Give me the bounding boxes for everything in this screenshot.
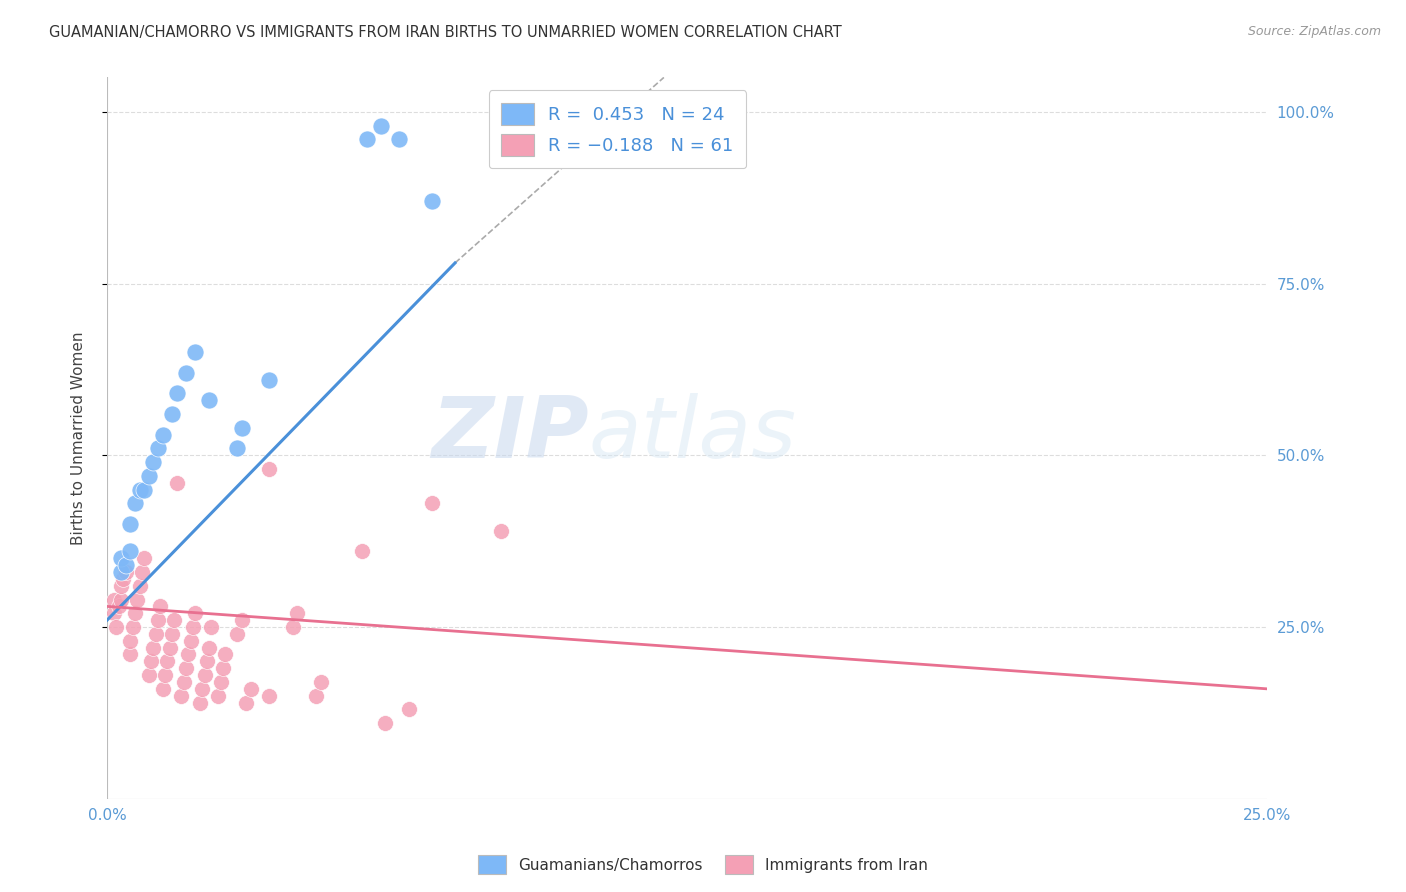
Point xyxy=(207,689,229,703)
Point xyxy=(156,654,179,668)
Point xyxy=(198,393,221,408)
Point xyxy=(420,194,443,208)
Point xyxy=(259,689,281,703)
Point xyxy=(103,592,125,607)
Point xyxy=(356,132,378,146)
Text: atlas: atlas xyxy=(589,393,796,476)
Point xyxy=(159,640,181,655)
Point xyxy=(491,524,513,538)
Point xyxy=(120,633,142,648)
Point xyxy=(110,592,132,607)
Point xyxy=(259,462,281,476)
Point xyxy=(153,668,176,682)
Y-axis label: Births to Unmarried Women: Births to Unmarried Women xyxy=(72,331,86,545)
Point xyxy=(146,442,169,456)
Point xyxy=(184,345,207,359)
Point xyxy=(152,427,174,442)
Point xyxy=(420,496,443,510)
Point xyxy=(166,475,188,490)
Point xyxy=(388,132,411,146)
Point xyxy=(124,607,146,621)
Point xyxy=(134,551,156,566)
Point xyxy=(138,668,160,682)
Point xyxy=(110,579,132,593)
Point xyxy=(231,613,253,627)
Point xyxy=(177,648,200,662)
Point xyxy=(127,592,149,607)
Legend: R =  0.453   N = 24, R = −0.188   N = 61: R = 0.453 N = 24, R = −0.188 N = 61 xyxy=(489,90,747,169)
Point xyxy=(398,702,420,716)
Point xyxy=(212,661,235,675)
Point xyxy=(128,579,150,593)
Point xyxy=(114,558,136,573)
Point xyxy=(305,689,328,703)
Point xyxy=(142,640,165,655)
Point xyxy=(180,633,202,648)
Point xyxy=(107,599,129,614)
Point xyxy=(226,442,249,456)
Point xyxy=(141,654,163,668)
Point xyxy=(235,696,257,710)
Point xyxy=(103,607,125,621)
Point xyxy=(105,620,128,634)
Point xyxy=(188,696,211,710)
Point xyxy=(239,681,262,696)
Point xyxy=(173,675,195,690)
Point xyxy=(226,627,249,641)
Point xyxy=(184,607,207,621)
Text: ZIP: ZIP xyxy=(430,393,589,476)
Point xyxy=(160,407,183,421)
Point xyxy=(120,516,142,531)
Legend: Guamanians/Chamorros, Immigrants from Iran: Guamanians/Chamorros, Immigrants from Ir… xyxy=(472,849,934,880)
Point xyxy=(124,496,146,510)
Point xyxy=(198,640,221,655)
Point xyxy=(110,551,132,566)
Point xyxy=(114,565,136,579)
Point xyxy=(120,648,142,662)
Point xyxy=(149,599,172,614)
Point xyxy=(191,681,214,696)
Point xyxy=(352,544,374,558)
Point xyxy=(374,716,396,731)
Point xyxy=(181,620,204,634)
Point xyxy=(120,544,142,558)
Point xyxy=(121,620,143,634)
Point xyxy=(160,627,183,641)
Point xyxy=(174,661,197,675)
Point xyxy=(195,654,218,668)
Point xyxy=(231,421,253,435)
Point xyxy=(112,572,135,586)
Point xyxy=(166,386,188,401)
Point xyxy=(209,675,232,690)
Point xyxy=(259,373,281,387)
Point xyxy=(200,620,222,634)
Point xyxy=(152,681,174,696)
Text: GUAMANIAN/CHAMORRO VS IMMIGRANTS FROM IRAN BIRTHS TO UNMARRIED WOMEN CORRELATION: GUAMANIAN/CHAMORRO VS IMMIGRANTS FROM IR… xyxy=(49,25,842,40)
Point xyxy=(370,119,392,133)
Point xyxy=(214,648,236,662)
Point xyxy=(309,675,332,690)
Point xyxy=(110,565,132,579)
Point xyxy=(163,613,186,627)
Point xyxy=(146,613,169,627)
Point xyxy=(281,620,304,634)
Point xyxy=(285,607,308,621)
Point xyxy=(193,668,215,682)
Point xyxy=(138,469,160,483)
Text: Source: ZipAtlas.com: Source: ZipAtlas.com xyxy=(1247,25,1381,38)
Point xyxy=(145,627,167,641)
Point xyxy=(142,455,165,469)
Point xyxy=(134,483,156,497)
Point xyxy=(170,689,193,703)
Point xyxy=(174,366,197,380)
Point xyxy=(131,565,153,579)
Point xyxy=(128,483,150,497)
